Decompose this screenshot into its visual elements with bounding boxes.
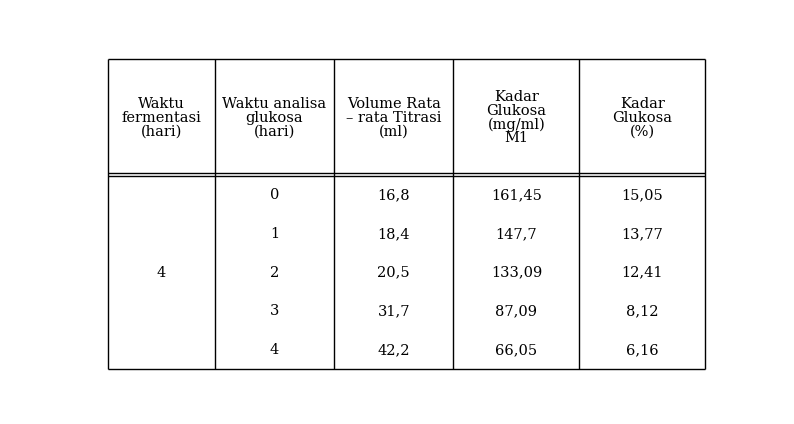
Text: (hari): (hari): [254, 124, 295, 138]
Text: 12,41: 12,41: [622, 266, 663, 280]
Text: Kadar: Kadar: [620, 97, 665, 111]
Text: 8,12: 8,12: [626, 304, 659, 318]
Text: – rata Titrasi: – rata Titrasi: [346, 111, 441, 125]
Text: 31,7: 31,7: [377, 304, 410, 318]
Text: Glukosa: Glukosa: [487, 104, 546, 118]
Text: fermentasi: fermentasi: [121, 111, 202, 125]
Text: 161,45: 161,45: [491, 188, 542, 202]
Text: 18,4: 18,4: [377, 227, 410, 241]
Text: 1: 1: [270, 227, 279, 241]
Text: Waktu analisa: Waktu analisa: [222, 97, 326, 111]
Text: 4: 4: [157, 266, 166, 280]
Text: 15,05: 15,05: [622, 188, 663, 202]
Text: 16,8: 16,8: [377, 188, 410, 202]
Text: Waktu: Waktu: [138, 97, 185, 111]
Text: glukosa: glukosa: [245, 111, 303, 125]
Text: Kadar: Kadar: [494, 90, 539, 104]
Text: 13,77: 13,77: [622, 227, 663, 241]
Text: 2: 2: [270, 266, 279, 280]
Text: (ml): (ml): [379, 124, 409, 138]
Text: 0: 0: [270, 188, 279, 202]
Text: 20,5: 20,5: [377, 266, 410, 280]
Text: Volume Rata: Volume Rata: [347, 97, 441, 111]
Text: M1: M1: [504, 131, 529, 145]
Text: 66,05: 66,05: [495, 343, 538, 357]
Text: 42,2: 42,2: [377, 343, 410, 357]
Text: (hari): (hari): [141, 124, 183, 138]
Text: 4: 4: [270, 343, 279, 357]
Text: (%): (%): [630, 124, 655, 138]
Text: 147,7: 147,7: [495, 227, 538, 241]
Text: 87,09: 87,09: [495, 304, 538, 318]
Text: (mg/ml): (mg/ml): [488, 117, 545, 131]
Text: 133,09: 133,09: [491, 266, 542, 280]
Text: Glukosa: Glukosa: [612, 111, 673, 125]
Text: 6,16: 6,16: [626, 343, 659, 357]
Text: 3: 3: [270, 304, 279, 318]
